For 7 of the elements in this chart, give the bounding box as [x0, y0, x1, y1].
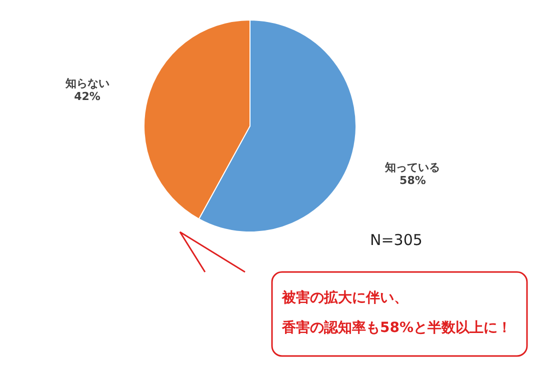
text: 香害の認知率も58%と半数以上に！	[281, 319, 512, 336]
data-label: 58%	[400, 174, 426, 187]
data-label: 42%	[74, 90, 100, 104]
text: N=305	[370, 231, 422, 249]
text: 被害の拡大に伴い、	[281, 289, 408, 306]
slice-label: 知らない	[64, 77, 110, 90]
slice-label: 知っている	[384, 160, 440, 174]
